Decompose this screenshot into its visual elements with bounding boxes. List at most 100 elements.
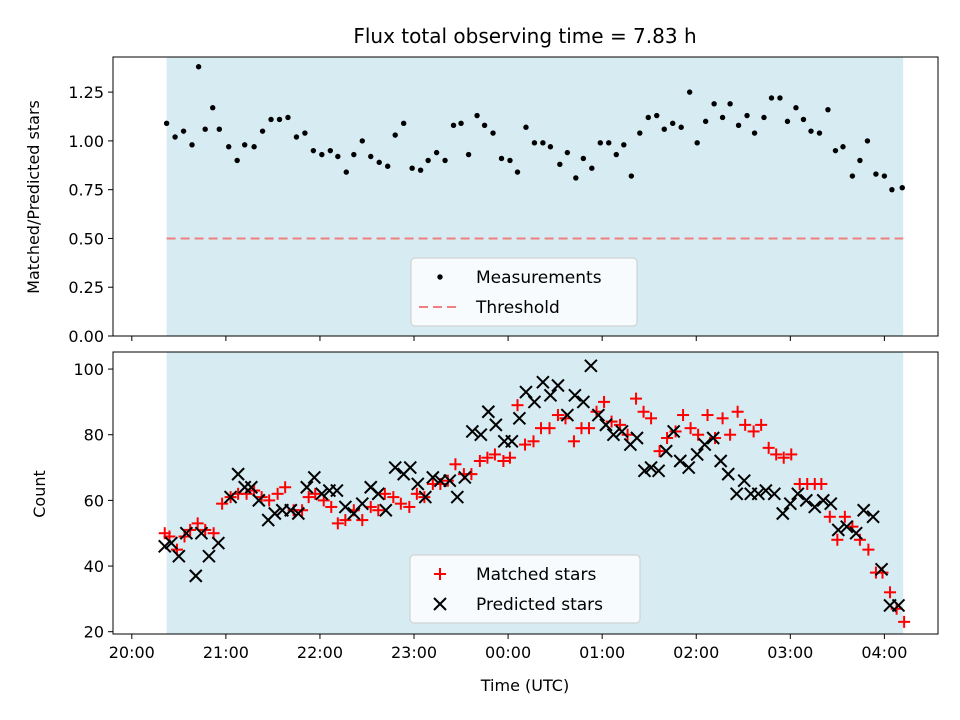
measurement-point (832, 147, 839, 154)
predicted-star-point (426, 470, 440, 485)
x-tick-label: 23:00 (391, 643, 437, 662)
measurement-point (172, 134, 178, 140)
measurements-series (163, 64, 905, 193)
predicted-star-point (816, 493, 830, 508)
measurement-point (637, 130, 643, 136)
predicted-star-point (543, 388, 558, 403)
matched-star-point (473, 454, 486, 467)
measurement-point (678, 124, 684, 130)
measurement-point (251, 144, 257, 150)
measurement-point (523, 124, 529, 130)
matched-star-point (302, 491, 315, 504)
matched-star-point (815, 477, 828, 490)
measurement-point (621, 142, 627, 148)
measurement-point (241, 142, 248, 148)
measurement-point (458, 120, 464, 127)
matched-star-point (527, 435, 540, 448)
matched-star-point (731, 405, 744, 418)
matched-star-point (755, 418, 768, 431)
top-y-tick-label: 1.00 (68, 132, 104, 151)
measurement-point (606, 140, 612, 146)
chart-title: Flux total observing time = 7.83 h (353, 24, 696, 48)
measurement-point (210, 105, 216, 111)
measurement-point (481, 122, 488, 128)
predicted-star-point (560, 408, 575, 422)
measurement-point (442, 157, 448, 164)
predicted-star-point (164, 536, 179, 550)
measurement-point (450, 122, 457, 128)
matched-star-point (449, 458, 462, 471)
measurement-point (268, 116, 274, 123)
matched-star-point (884, 586, 897, 599)
matched-star-point (511, 399, 524, 412)
predicted-star-point (791, 487, 805, 501)
top-y-tick-label: 0.25 (68, 278, 104, 297)
top-y-tick-label: 0.00 (68, 327, 104, 346)
measurement-point (310, 147, 317, 154)
predicted-star-point (330, 483, 344, 498)
measurement-point (840, 144, 846, 150)
matched-star-point (481, 451, 494, 464)
measurement-point (808, 128, 814, 134)
measurement-point (327, 147, 334, 154)
predicted-star-point (450, 490, 465, 504)
bottom-y-tick-label: 20 (84, 623, 104, 642)
measurement-point (694, 140, 700, 146)
predicted-star-point (237, 480, 252, 494)
predicted-star-point (651, 464, 666, 478)
predicted-star-point (284, 503, 298, 517)
predicted-star-point (489, 418, 503, 432)
matched-star-point (653, 445, 666, 458)
predicted-star-point (615, 424, 629, 439)
matched-star-point (862, 543, 875, 556)
predicted-star-point (606, 428, 621, 442)
measurement-point (768, 95, 775, 101)
predicted-star-point (189, 569, 203, 583)
matched-star-point (621, 428, 634, 441)
predicted-star-point (268, 506, 282, 521)
measurement-point (800, 116, 807, 123)
matched-star-point (263, 494, 276, 507)
predicted-star-point (527, 395, 542, 409)
measurement-point (784, 118, 791, 125)
measurement-point (216, 126, 222, 132)
top-x-ticks (131, 336, 885, 341)
top-y-tick-label: 0.50 (68, 229, 104, 248)
measurement-point (163, 120, 170, 127)
predicted-star-point (808, 500, 822, 514)
measurement-point (589, 165, 595, 171)
predicted-star-point (713, 454, 728, 468)
measurement-point (645, 114, 651, 121)
measurement-point (654, 112, 660, 119)
predicted-star-point (443, 473, 457, 488)
measurement-point (376, 159, 382, 166)
predicted-star-point (338, 500, 353, 514)
matched-star-point (519, 438, 532, 451)
matched-star-point (777, 451, 790, 464)
predicted-star-point (315, 487, 329, 501)
matched-star-point (543, 422, 556, 435)
predicted-star-point (874, 562, 889, 577)
predicted-star-point (831, 523, 845, 537)
measurement-point (351, 151, 357, 158)
matched-star-point (898, 615, 911, 628)
predicted-star-point (576, 395, 591, 409)
predicted-star-point (158, 539, 172, 554)
measurement-point (409, 165, 415, 171)
matched-star-point (739, 418, 752, 431)
predicted-star-point (536, 375, 550, 389)
predicted-star-point (194, 526, 209, 540)
bottom-axes-frame (112, 351, 939, 635)
predicted-star-point (729, 487, 744, 501)
predicted-star-point (291, 506, 306, 521)
measurement-point (498, 155, 505, 162)
matched-star-point (271, 487, 284, 500)
measurement-point (276, 116, 283, 123)
predicted-star-point (630, 431, 644, 445)
predicted-star-point (411, 477, 425, 491)
matched-star-point (372, 504, 385, 517)
bottom-y-tick-label: 80 (84, 426, 104, 445)
measurement-point (735, 122, 742, 128)
matched-star-point (598, 395, 611, 408)
measurement-point (319, 151, 325, 158)
